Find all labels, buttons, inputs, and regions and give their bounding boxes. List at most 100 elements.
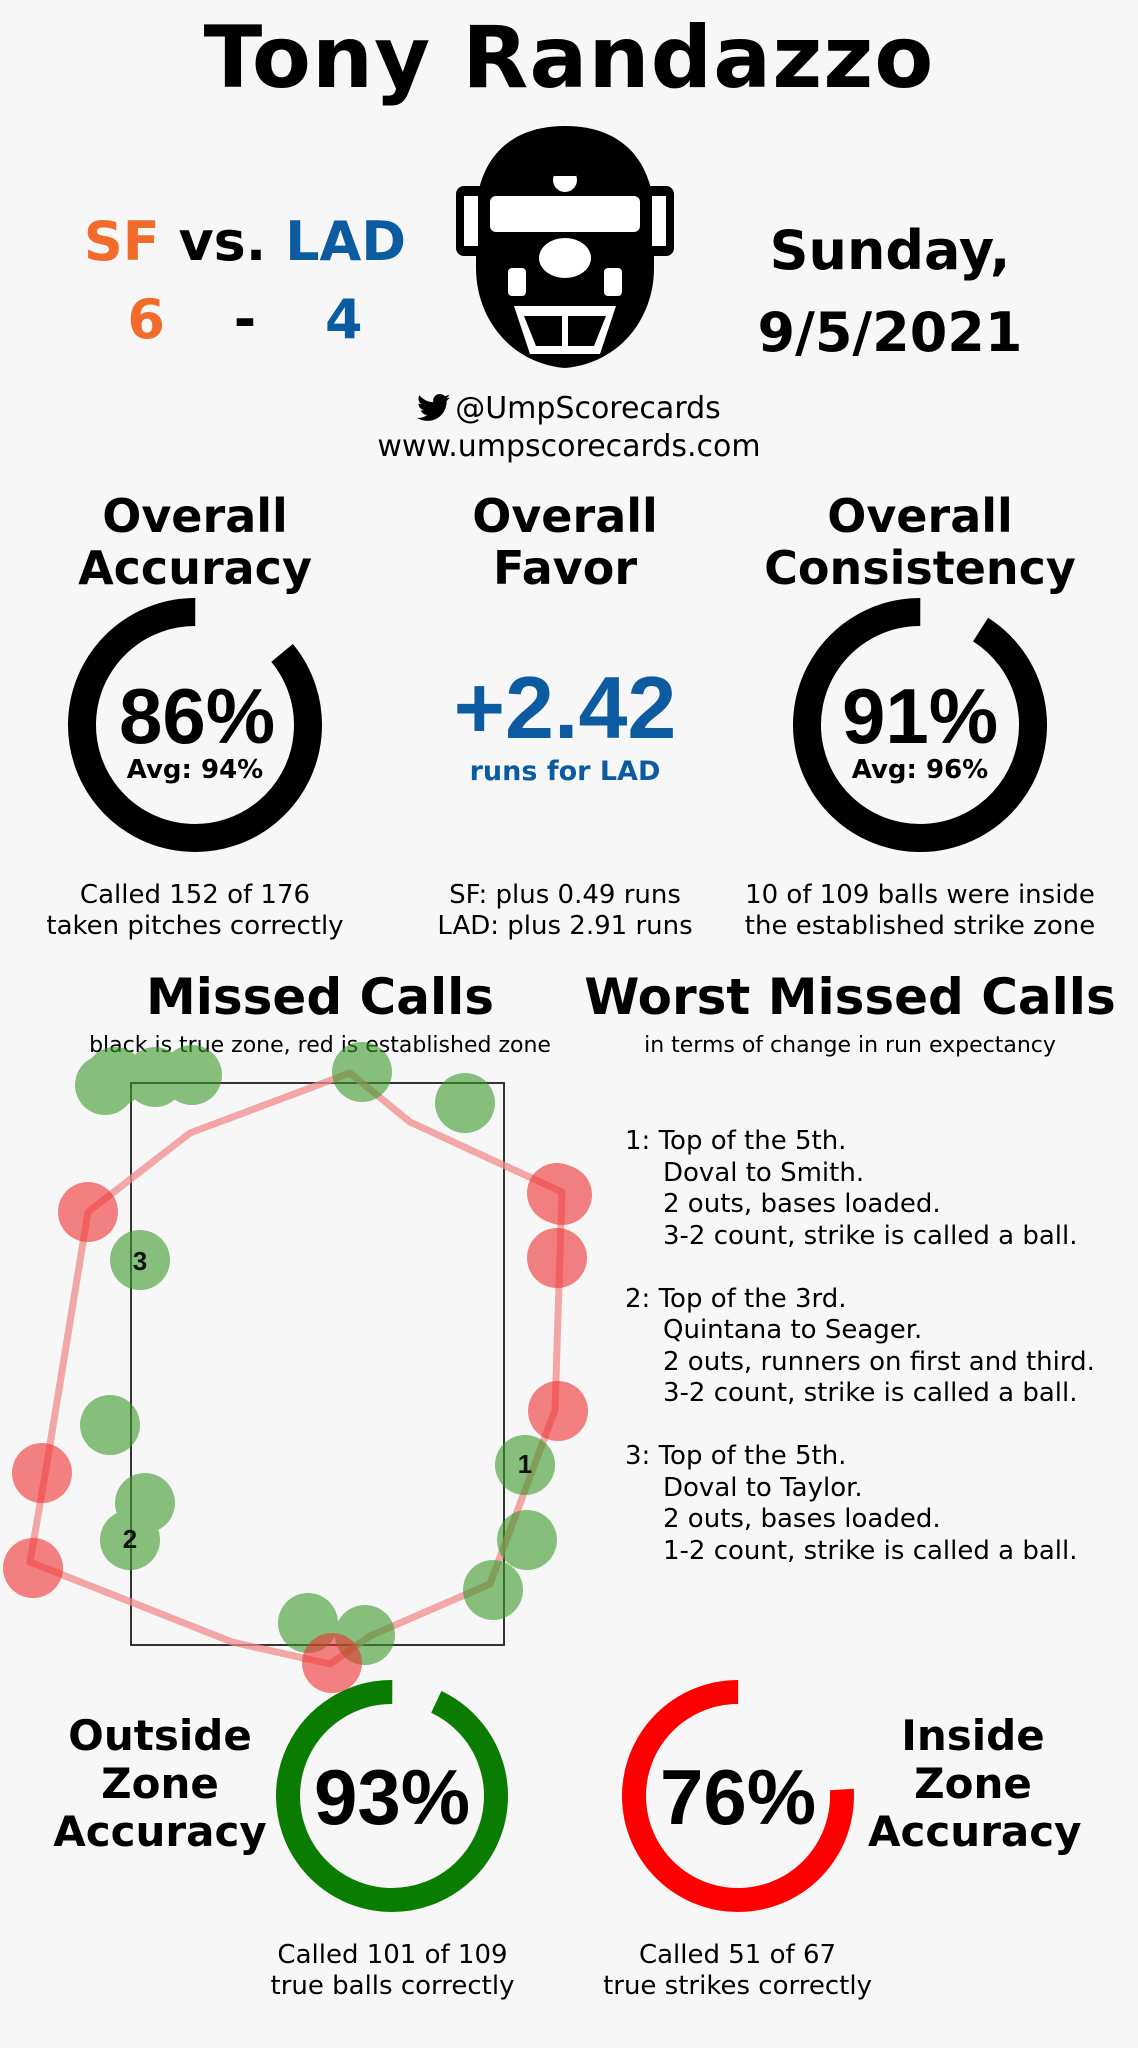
twitter-handle: @UmpScorecards <box>455 391 721 426</box>
favor-value: +2.42 <box>453 658 677 757</box>
inside-zone-value: 76% <box>660 1753 816 1841</box>
outside-zone-title-line2: Zone <box>101 1759 219 1808</box>
outside-zone-title-line1: Outside <box>68 1711 252 1760</box>
worst-missed-item-header: 1: Top of the 5th. <box>625 1126 847 1156</box>
accuracy-title-line2: Accuracy <box>78 541 312 595</box>
pitch-dot <box>332 1042 392 1102</box>
consistency-title: Overall Consistency <box>760 490 1080 594</box>
inside-zone-title-line1: Inside <box>901 1711 1045 1760</box>
favor-sub: runs for LAD <box>469 756 661 787</box>
pitch-dot <box>495 1435 555 1495</box>
worst-missed-item: 1: Top of the 5th. Doval to Smith. 2 out… <box>625 1126 1105 1252</box>
favor-title-line2: Favor <box>492 541 638 595</box>
inside-zone-title-line3: Accuracy <box>868 1807 1082 1856</box>
worst-call-label-3: 3 <box>133 1246 147 1276</box>
score-dash: - <box>233 288 257 351</box>
game-date-value: 9/5/2021 <box>757 301 1023 364</box>
worst-missed-item: 3: Top of the 5th. Doval to Taylor. 2 ou… <box>625 1441 1105 1567</box>
worst-call-label-2: 2 <box>123 1524 137 1554</box>
outside-zone-title-line3: Accuracy <box>53 1807 267 1856</box>
worst-missed-item-line: 2 outs, bases loaded. <box>663 1189 941 1219</box>
worst-missed-item-line: Quintana to Seager. <box>663 1315 923 1345</box>
red-pitches <box>3 1163 592 1693</box>
outside-zone-caption-line2: true balls correctly <box>270 1971 515 2001</box>
consistency-caption: 10 of 109 balls were inside the establis… <box>720 880 1120 942</box>
worst-missed-item-header: 3: Top of the 5th. <box>625 1441 847 1471</box>
pitch-dot <box>435 1073 495 1133</box>
inside-zone-caption-line1: Called 51 of 67 <box>638 1940 837 1970</box>
pitch-dot <box>80 1395 140 1455</box>
favor-caption-line2: LAD: plus 2.91 runs <box>437 911 693 941</box>
accuracy-ring: 86% Avg: 94% <box>67 598 322 852</box>
pitch-dot <box>528 1381 588 1441</box>
pitch-dot <box>58 1182 118 1242</box>
consistency-value: 91% <box>842 672 998 760</box>
worst-missed-list: 1: Top of the 5th. Doval to Smith. 2 out… <box>625 1126 1105 1599</box>
accuracy-title: Overall Accuracy <box>40 490 350 594</box>
consistency-caption-line1: 10 of 109 balls were inside <box>745 880 1095 910</box>
consistency-title-line2: Consistency <box>764 541 1076 595</box>
website-link[interactable]: www.umpscorecards.com <box>377 429 761 464</box>
pitch-dot <box>110 1230 170 1290</box>
home-score: 4 <box>325 288 363 351</box>
outside-zone-value: 93% <box>314 1753 470 1841</box>
accuracy-avg: Avg: 94% <box>127 755 263 785</box>
worst-missed-item-line: 3-2 count, strike is called a ball. <box>663 1378 1078 1408</box>
away-team: SF <box>83 210 160 273</box>
accuracy-value: 86% <box>119 672 275 760</box>
worst-missed-item-line: 1-2 count, strike is called a ball. <box>663 1535 1078 1566</box>
worst-missed-title: Worst Missed Calls <box>584 968 1116 1026</box>
favor-caption-line1: SF: plus 0.49 runs <box>449 880 681 910</box>
game-date: Sunday, 9/5/2021 <box>740 210 1040 374</box>
consistency-caption-line2: the established strike zone <box>744 911 1096 941</box>
favor-caption: SF: plus 0.49 runs LAD: plus 2.91 runs <box>390 880 740 942</box>
accuracy-caption-line1: Called 152 of 176 <box>79 880 311 910</box>
worst-missed-item-line: Doval to Taylor. <box>663 1472 863 1503</box>
accuracy-caption-line2: taken pitches correctly <box>46 911 344 941</box>
missed-calls-plot: 3 1 2 <box>3 1042 592 1693</box>
vs-label: vs. <box>178 210 267 273</box>
pitch-dot <box>463 1560 523 1620</box>
worst-missed-item-line: 3-2 count, strike is called a ball. <box>663 1220 1078 1251</box>
pitch-dot <box>527 1228 587 1288</box>
consistency-ring: 91% Avg: 96% <box>793 598 1047 852</box>
accuracy-title-line1: Overall <box>102 489 288 543</box>
outside-zone-ring: 93% <box>276 1680 508 1912</box>
pitch-dot <box>3 1538 63 1598</box>
umpire-name: Tony Randazzo <box>203 8 935 108</box>
social-links: @UmpScorecards www.umpscorecards.com <box>300 390 838 466</box>
inside-zone-caption-line2: true strikes correctly <box>603 1971 872 2001</box>
worst-call-label-1: 1 <box>518 1449 532 1479</box>
outside-zone-title: Outside Zone Accuracy <box>50 1712 270 1856</box>
worst-missed-item: 2: Top of the 3rd. Quintana to Seager. 2… <box>625 1284 1105 1410</box>
twitter-line[interactable]: @UmpScorecards <box>300 390 838 428</box>
pitch-dot <box>302 1633 362 1693</box>
inside-zone-ring: 76% <box>622 1680 854 1912</box>
away-score: 6 <box>127 288 165 351</box>
twitter-bird-icon <box>417 394 451 421</box>
accuracy-caption: Called 152 of 176 taken pitches correctl… <box>20 880 370 942</box>
consistency-avg: Avg: 96% <box>852 755 988 785</box>
true-strike-zone <box>130 1082 505 1646</box>
pitch-dot <box>12 1443 72 1503</box>
missed-calls-title: Missed Calls <box>146 968 494 1026</box>
worst-missed-item-line: Doval to Smith. <box>663 1157 865 1188</box>
worst-missed-item-line: 2 outs, runners on first and third. <box>663 1346 1095 1377</box>
inside-zone-title: Inside Zone Accuracy <box>868 1711 1082 1856</box>
pitch-dot <box>100 1510 160 1570</box>
worst-missed-item-header: 2: Top of the 3rd. <box>625 1283 847 1314</box>
worst-missed-subtitle: in terms of change in run expectancy <box>644 1033 1056 1058</box>
favor-title-line1: Overall <box>472 489 658 543</box>
favor-title: Overall Favor <box>410 490 720 594</box>
outside-zone-caption-line1: Called 101 of 109 <box>277 1940 508 1970</box>
inside-zone-caption: Called 51 of 67 true strikes correctly <box>565 1940 910 2002</box>
pitch-dot <box>497 1510 557 1570</box>
game-day: Sunday, <box>769 219 1011 282</box>
consistency-title-line1: Overall <box>827 489 1013 543</box>
umpire-mask-icon <box>456 126 674 368</box>
matchup: SF vs. LAD <box>60 210 430 273</box>
green-pitches <box>75 1042 557 1665</box>
worst-missed-item-line: 2 outs, bases loaded. <box>663 1504 941 1534</box>
final-score: 6 - 4 <box>60 288 430 351</box>
home-team: LAD <box>285 210 407 273</box>
